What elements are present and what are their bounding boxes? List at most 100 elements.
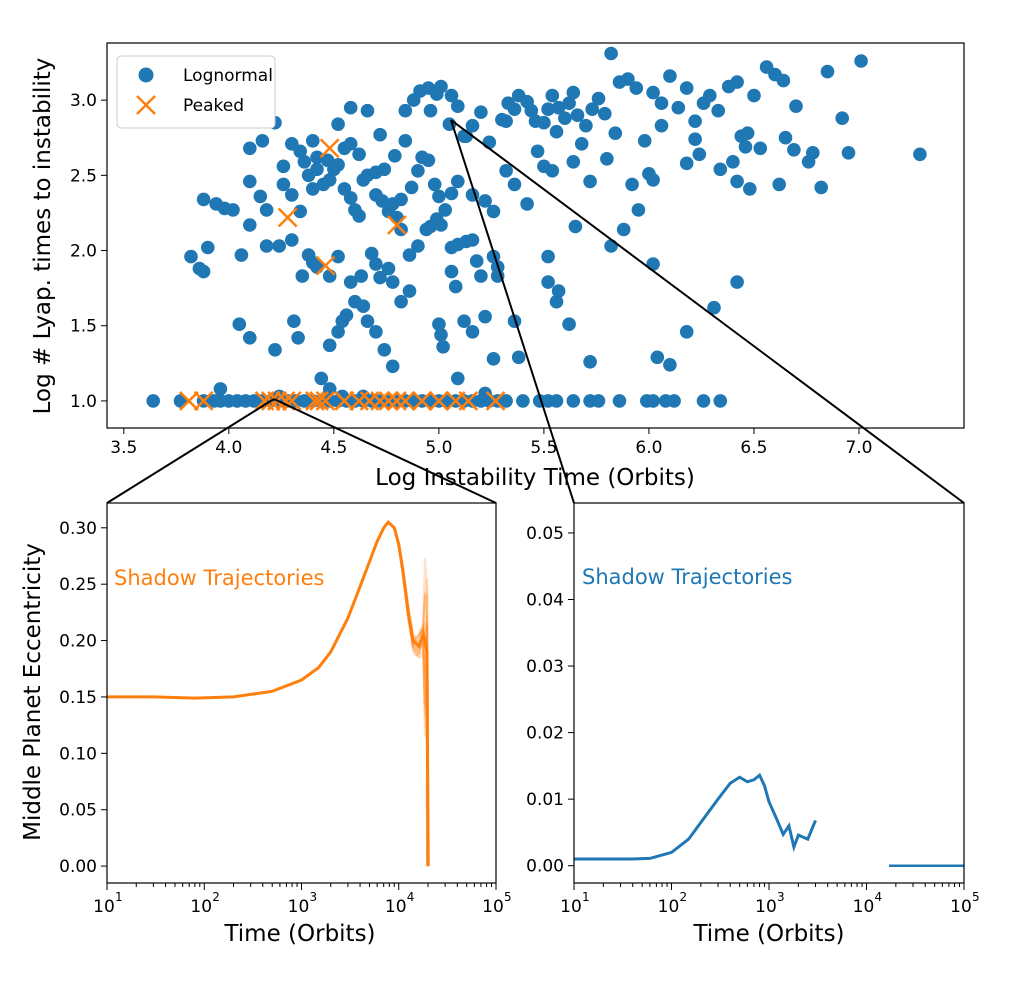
lognormal-point xyxy=(671,100,686,115)
peaked-point xyxy=(386,391,407,411)
lognormal-point xyxy=(726,155,740,169)
lognormal-point xyxy=(482,135,497,150)
bl-y-tick-label: 0.10 xyxy=(59,744,97,764)
lognormal-point xyxy=(354,269,369,283)
lognormal-point xyxy=(854,54,868,68)
lognormal-point xyxy=(356,299,371,314)
top-y-axis-label: Log # Lyap. times to instability xyxy=(30,58,56,415)
lognormal-point xyxy=(432,189,446,204)
lognormal-point xyxy=(331,117,345,131)
lognormal-point xyxy=(465,233,480,247)
lognormal-point xyxy=(734,129,749,143)
bl-y-tick-label: 0.20 xyxy=(59,632,97,652)
lognormal-point xyxy=(474,105,488,119)
lognormal-point xyxy=(478,194,492,208)
lognormal-point xyxy=(621,72,635,86)
lognormal-point xyxy=(394,192,408,207)
bottom-right-annotation: Shadow Trajectories xyxy=(582,565,793,589)
zoom-connectors xyxy=(106,119,965,504)
br-x-tick-exponent: 5 xyxy=(972,890,980,904)
top-scatter-panel: 3.5 4.0 4.5 5.0 5.5 6.0 6.5 7.0 1.0 1.5 2.0 2.5 3.0… xyxy=(30,42,965,491)
lognormal-point xyxy=(394,294,408,309)
lognormal-point xyxy=(381,261,396,276)
lognormal-point xyxy=(608,126,623,140)
br-x-tick-exponent: 2 xyxy=(680,890,688,904)
lognormal-point xyxy=(360,314,375,329)
peaked-point xyxy=(485,391,506,411)
lognormal-point xyxy=(331,325,345,339)
lognormal-point xyxy=(184,249,198,264)
peaked-point xyxy=(378,391,399,411)
lognormal-point xyxy=(352,209,366,223)
bottom-left-x-ticks: 10 1 10 2 10 3 10 4 10 5 xyxy=(93,883,512,917)
lognormal-point xyxy=(646,394,660,408)
peaked-point xyxy=(193,391,214,411)
top-x-tick-label: 4.5 xyxy=(320,438,347,458)
peaked-point xyxy=(428,391,449,411)
peaked-point xyxy=(309,391,330,411)
legend-marker-lognormal xyxy=(138,67,154,83)
lognormal-point xyxy=(310,162,324,177)
lognormal-point xyxy=(772,177,786,192)
bl-x-tick-exponent: 3 xyxy=(310,890,318,904)
lognormal-point xyxy=(507,102,522,116)
lognormal-point xyxy=(654,96,669,110)
lognormal-point xyxy=(549,394,564,408)
top-x-tick-label: 6.5 xyxy=(740,438,767,458)
orange-trajectories xyxy=(107,520,430,867)
lognormal-point xyxy=(457,129,471,143)
bl-y-tick-label: 0.00 xyxy=(59,857,97,877)
peaked-point xyxy=(458,391,479,411)
bl-x-tick-exponent: 4 xyxy=(407,890,415,904)
lognormal-point xyxy=(310,150,324,165)
lognormal-point xyxy=(434,218,448,232)
lognormal-point xyxy=(444,186,459,201)
top-y-tick-label: 3.0 xyxy=(70,91,97,111)
peaked-point xyxy=(319,138,340,159)
lognormal-point xyxy=(478,309,492,324)
lognormal-point xyxy=(541,102,555,116)
lognormal-point xyxy=(486,204,501,219)
top-x-tick-label: 5.0 xyxy=(425,438,452,458)
lognormal-point xyxy=(226,203,240,217)
lognormal-point xyxy=(375,194,390,208)
lognormal-point xyxy=(591,91,606,106)
lognormal-point xyxy=(398,103,413,118)
lognormal-point xyxy=(293,144,308,159)
lognormal-point xyxy=(331,249,345,264)
connector-left-b xyxy=(273,398,497,504)
lognormal-point xyxy=(243,218,257,232)
lognormal-point xyxy=(679,325,694,339)
lognormal-point xyxy=(730,174,744,189)
bottom-right-panel: 10 1 10 2 10 3 10 4 10 5 0.000.010.020.030.040.05… xyxy=(526,503,980,947)
bl-x-tick-label: 10 xyxy=(288,897,310,917)
lognormal-point xyxy=(688,132,702,146)
lognormal-point xyxy=(369,257,383,271)
br-x-tick-label: 10 xyxy=(853,897,875,917)
lognormal-point xyxy=(411,164,425,178)
lognormal-point xyxy=(474,269,488,283)
br-x-tick-label: 10 xyxy=(560,897,582,917)
lognormal-point xyxy=(629,81,644,95)
lognormal-point xyxy=(730,275,744,289)
lognormal-point xyxy=(574,137,589,151)
peaked-point xyxy=(281,391,302,411)
peaked-point xyxy=(386,215,407,235)
lognormal-point xyxy=(541,275,555,289)
bl-x-tick-label: 10 xyxy=(93,897,115,917)
lognormal-point xyxy=(335,389,350,404)
lognormal-point xyxy=(650,350,665,365)
bottom-left-y-axis-label: Middle Planet Eccentricity xyxy=(20,543,46,841)
lognormal-point xyxy=(427,177,442,192)
br-x-tick-label: 10 xyxy=(755,897,777,917)
bottom-left-panel: 10 1 10 2 10 3 10 4 10 5 0.000.050.100.150.200.25… xyxy=(20,502,512,947)
lognormal-point xyxy=(339,308,354,323)
lognormal-point xyxy=(558,111,572,125)
lognormal-point xyxy=(322,338,337,353)
lognormal-point xyxy=(776,73,791,88)
lognormal-point xyxy=(404,180,419,195)
bl-x-tick-label: 10 xyxy=(190,897,212,917)
peaked-point xyxy=(179,391,199,411)
lognormal-point xyxy=(778,130,793,145)
lognormal-point xyxy=(343,191,358,205)
